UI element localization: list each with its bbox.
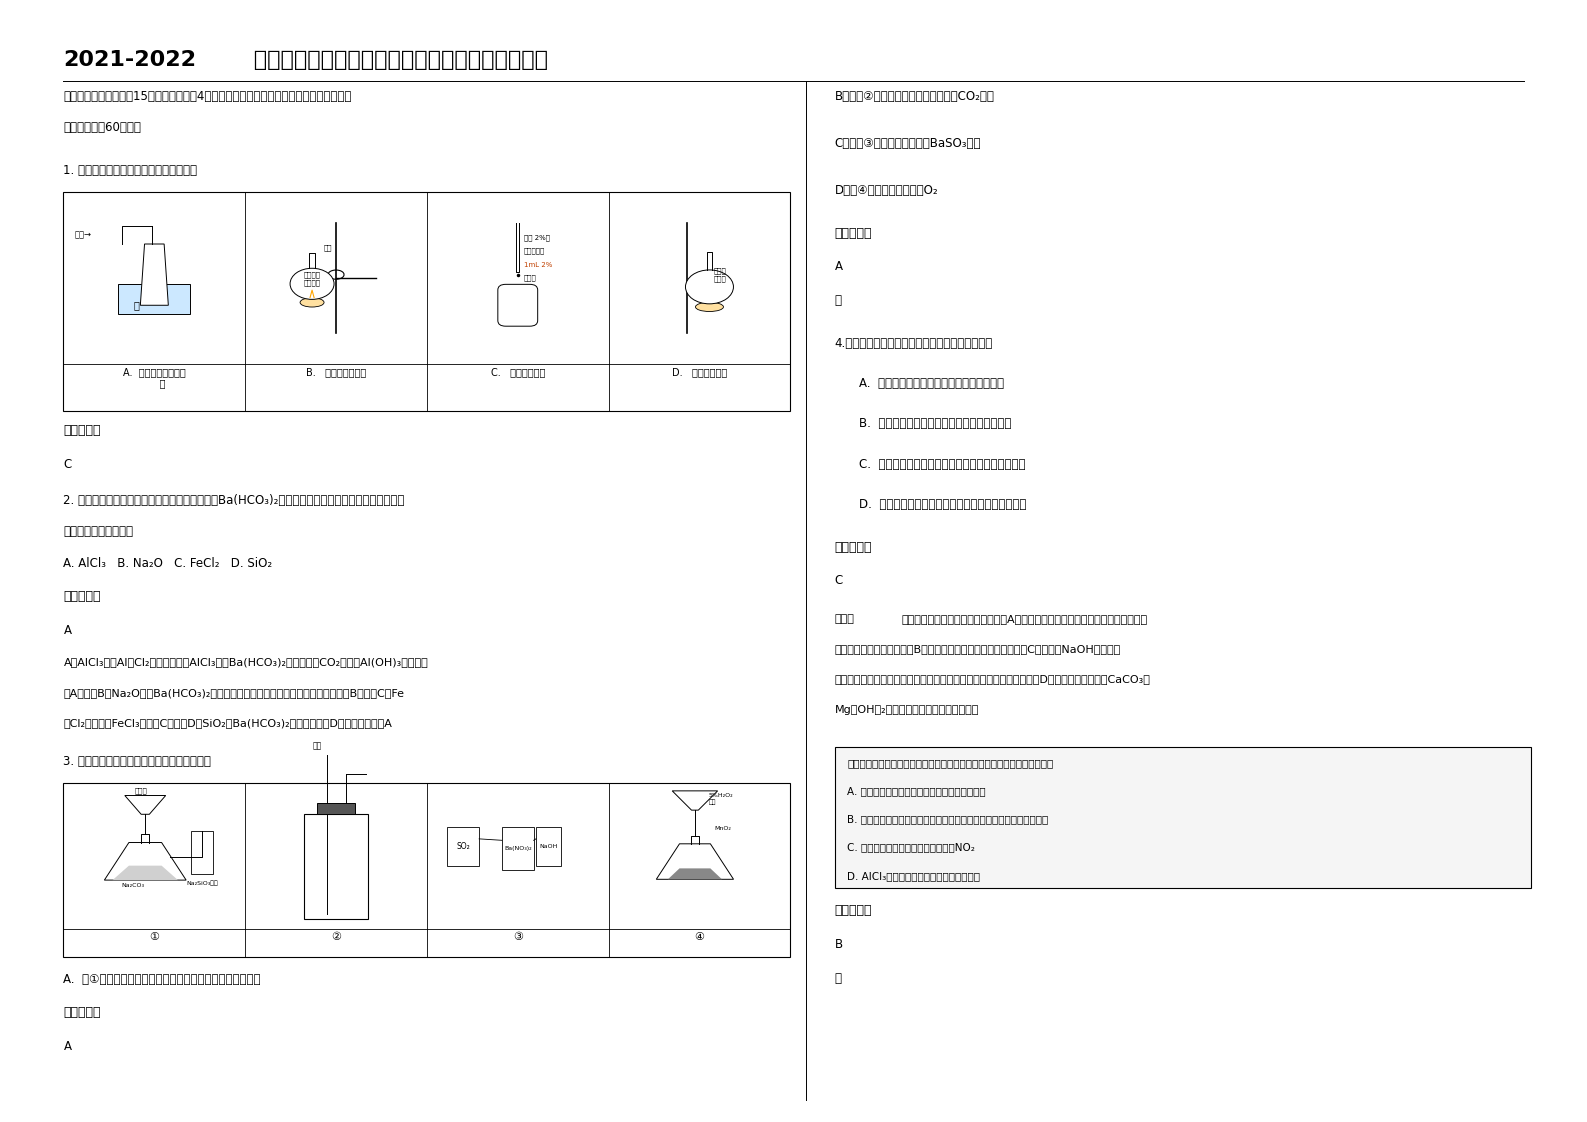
Text: Ba(NO₃)₂: Ba(NO₃)₂	[505, 846, 532, 852]
Text: 与Cl₂反应生成FeCl₃，选项C错误；D、SiO₂与Ba(HCO₃)₂不反应，选项D错误。答案选项A: 与Cl₂反应生成FeCl₃，选项C错误；D、SiO₂与Ba(HCO₃)₂不反应，…	[63, 718, 392, 728]
Text: 某同学通过系统实验探究铝及其化合物的性质，操作正确且能达到目的的是: 某同学通过系统实验探究铝及其化合物的性质，操作正确且能达到目的的是	[847, 758, 1054, 769]
Text: 1. 下列装置或操作不能实现实验目的的是: 1. 下列装置或操作不能实现实验目的的是	[63, 164, 197, 177]
Bar	[835, 747, 1531, 888]
Text: A. AlCl₃   B. Na₂O   C. FeCl₂   D. SiO₂: A. AlCl₃ B. Na₂O C. FeCl₂ D. SiO₂	[63, 557, 273, 570]
Text: 4.化学与人类生活密切相关。下列说法正确的是：: 4.化学与人类生活密切相关。下列说法正确的是：	[835, 337, 993, 350]
Text: B: B	[835, 938, 843, 951]
Text: 1mL 2%: 1mL 2%	[524, 263, 552, 268]
Circle shape	[686, 270, 733, 304]
Text: C: C	[63, 458, 71, 471]
Text: A、AlCl₃可由Al与Cl₂反应制得，将AlCl₃加入Ba(HCO₃)₂溶液中生成CO₂气体和Al(OH)₃沉淀，选: A、AlCl₃可由Al与Cl₂反应制得，将AlCl₃加入Ba(HCO₃)₂溶液中…	[63, 657, 428, 668]
Text: C.   配制银氨溶液: C. 配制银氨溶液	[490, 367, 544, 377]
Text: 参考答案：: 参考答案：	[63, 590, 102, 604]
Text: 水: 水	[133, 301, 140, 311]
Polygon shape	[668, 868, 722, 880]
Text: 参考答案：: 参考答案：	[835, 904, 873, 918]
Text: A: A	[835, 260, 843, 274]
Text: D. AlCl₃溶液加热蒸干得到无水氯化铝晶体: D. AlCl₃溶液加热蒸干得到无水氯化铝晶体	[847, 871, 981, 881]
Text: D.  用食醋去处水壶中的水垢时所发生的事水解放应: D. 用食醋去处水壶中的水垢时所发生的事水解放应	[859, 498, 1025, 512]
Text: 2021-2022: 2021-2022	[63, 50, 197, 71]
Polygon shape	[105, 843, 186, 880]
Text: B. 等质量的铝粉分别与足量的盐酸和氢氧化钠溶液反应制得等量的氢气: B. 等质量的铝粉分别与足量的盐酸和氢氧化钠溶液反应制得等量的氢气	[847, 815, 1049, 825]
Text: C. 常温下铝与浓硝酸反应制得大量的NO₂: C. 常温下铝与浓硝酸反应制得大量的NO₂	[847, 843, 976, 853]
Text: 题目要求，共60分。）: 题目要求，共60分。）	[63, 121, 141, 135]
Text: A: A	[63, 624, 71, 637]
Text: Mg（OH）₂，食醋之与发生分解反应除去。: Mg（OH）₂，食醋之与发生分解反应除去。	[835, 705, 979, 715]
Bar	[317, 802, 355, 813]
Text: NaOH: NaOH	[540, 844, 557, 849]
Text: D.   实验室制乙烯: D. 实验室制乙烯	[671, 367, 727, 377]
Text: ③: ③	[513, 932, 522, 942]
Text: 2. 某化合物由两种单质直接反应生成，将其加入Ba(HCO₃)₂溶液中同时有气体和沉淀产生。下列化合: 2. 某化合物由两种单质直接反应生成，将其加入Ba(HCO₃)₂溶液中同时有气体…	[63, 494, 405, 507]
Text: B．用图②所示实验装置排空气法收集CO₂气体: B．用图②所示实验装置排空气法收集CO₂气体	[835, 90, 995, 103]
Text: A: A	[63, 1040, 71, 1054]
Text: 5%H₂O₂
溶液: 5%H₂O₂ 溶液	[708, 793, 733, 804]
Bar	[63, 783, 790, 957]
Text: 略: 略	[835, 294, 841, 307]
Text: C．用图③所示实验装置制备BaSO₃沉淀: C．用图③所示实验装置制备BaSO₃沉淀	[835, 137, 981, 150]
Text: C.  油脂皂化生成的高级脂肪酸钠是肥皂的有效成分: C. 油脂皂化生成的高级脂肪酸钠是肥皂的有效成分	[859, 458, 1025, 471]
Text: B.   实验室制取氨气: B. 实验室制取氨气	[306, 367, 367, 377]
Ellipse shape	[695, 302, 724, 312]
Text: 棉花: 棉花	[324, 245, 333, 250]
Ellipse shape	[300, 297, 324, 307]
Text: 气体→: 气体→	[75, 230, 92, 239]
Text: 滴加 2%的: 滴加 2%的	[524, 234, 549, 241]
Polygon shape	[125, 795, 165, 815]
Text: SO₂: SO₂	[457, 842, 470, 850]
Bar	[63, 192, 790, 411]
Circle shape	[290, 268, 333, 300]
Text: 参考答案：: 参考答案：	[63, 1006, 102, 1020]
Text: 稀硫酸: 稀硫酸	[135, 788, 148, 794]
Text: C: C	[835, 574, 843, 588]
Text: 参考答案：: 参考答案：	[835, 541, 873, 554]
Text: Na₂SiO₃溶液: Na₂SiO₃溶液	[186, 880, 217, 885]
Text: 硝酸银溶液: 硝酸银溶液	[524, 247, 544, 254]
Text: ②: ②	[332, 932, 341, 942]
Text: 参考答案：: 参考答案：	[63, 424, 102, 438]
Text: ④: ④	[695, 932, 705, 942]
Bar	[190, 831, 213, 874]
Polygon shape	[140, 243, 168, 305]
Text: ①: ①	[149, 932, 159, 942]
Polygon shape	[113, 866, 178, 880]
Text: 学年江西省宜春市野市中学高三化学测试题含解析: 学年江西省宜春市野市中学高三化学测试题含解析	[246, 50, 548, 71]
Bar	[119, 284, 190, 314]
Text: 3. 关于下列实验或实验装置的说法正确的是：: 3. 关于下列实验或实验装置的说法正确的是：	[63, 755, 211, 769]
Bar	[448, 827, 479, 866]
Text: 乙醇和
浓硫酸: 乙醇和 浓硫酸	[714, 267, 727, 282]
Bar	[501, 827, 533, 871]
Text: 一、单选题（本大题共15个小题，每小题4分。在每小题给出的四个选项中，只有一项符合: 一、单选题（本大题共15个小题，每小题4分。在每小题给出的四个选项中，只有一项符…	[63, 90, 352, 103]
Text: 稀氨水: 稀氨水	[524, 275, 536, 282]
Text: A. 向氯化铝溶液中加过量氨水，最终得到铝溶液: A. 向氯化铝溶液中加过量氨水，最终得到铝溶液	[847, 787, 986, 797]
Text: 本题主要考查化学与生活常识。选项A，苯酚虽有毒性，但可配制成一定浓度的溶液: 本题主要考查化学与生活常识。选项A，苯酚虽有毒性，但可配制成一定浓度的溶液	[901, 614, 1147, 624]
Text: 项A正确；B、Na₂O加入Ba(HCO₃)₂溶液中只产生碳酸钡沉淀而没有气体产生，选项B错误；C、Fe: 项A正确；B、Na₂O加入Ba(HCO₃)₂溶液中只产生碳酸钡沉淀而没有气体产生…	[63, 688, 405, 698]
Text: Na₂CO₃: Na₂CO₃	[122, 883, 144, 888]
Text: 用于杀菌消毒或防腐。选项B，白磷着火低，易自燃且有毒。选项C，油脂在NaOH溶液中发: 用于杀菌消毒或防腐。选项B，白磷着火低，易自燃且有毒。选项C，油脂在NaOH溶液…	[835, 644, 1120, 654]
Text: 气体: 气体	[313, 741, 322, 749]
Text: 生皂化反应生成硬脂酸钠用于制造肥皂，硬脂酸钠用于制造肥皂。选项D，水垢的主要成分为CaCO₃、: 生皂化反应生成硬脂酸钠用于制造肥皂，硬脂酸钠用于制造肥皂。选项D，水垢的主要成分…	[835, 674, 1151, 684]
Bar	[536, 827, 560, 866]
Text: 解析：: 解析：	[835, 614, 855, 624]
Text: 略: 略	[835, 972, 841, 985]
Text: D．图④装置可以用来制备O₂: D．图④装置可以用来制备O₂	[835, 184, 938, 197]
Text: A.  苯酚有一定毒性，不能作消毒剂和防腐剂: A. 苯酚有一定毒性，不能作消毒剂和防腐剂	[859, 377, 1003, 390]
Text: A.  吸收易溶于水的气
     体: A. 吸收易溶于水的气 体	[122, 367, 186, 388]
FancyBboxPatch shape	[498, 284, 538, 327]
Text: 氯化铵和
氢氧化钙: 氯化铵和 氢氧化钙	[303, 272, 321, 286]
Polygon shape	[657, 844, 733, 880]
Text: MnO₂: MnO₂	[714, 826, 732, 830]
Text: A.  图①所示实验可比较硫、碳、硅三种元素的非金属性强弱: A. 图①所示实验可比较硫、碳、硅三种元素的非金属性强弱	[63, 973, 260, 986]
Text: B.  白磷着火点高且无毒，可用于制造安全火柴: B. 白磷着火点高且无毒，可用于制造安全火柴	[859, 417, 1011, 431]
Bar	[305, 813, 368, 919]
Text: 参考答案：: 参考答案：	[835, 227, 873, 240]
Text: 物中符合上述条件的是: 物中符合上述条件的是	[63, 525, 133, 539]
Polygon shape	[673, 791, 717, 810]
